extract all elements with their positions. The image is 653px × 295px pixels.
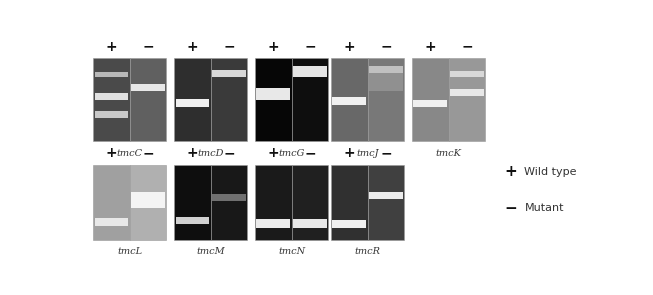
Bar bbox=[176, 217, 209, 224]
Bar bbox=[130, 58, 167, 141]
Bar bbox=[255, 165, 292, 240]
Text: tmcC: tmcC bbox=[117, 149, 143, 158]
Text: Wild type: Wild type bbox=[524, 167, 577, 177]
Bar bbox=[332, 97, 366, 105]
Bar bbox=[292, 165, 328, 240]
Bar bbox=[450, 89, 484, 96]
Text: +: + bbox=[268, 146, 279, 160]
Bar bbox=[257, 88, 290, 100]
Bar bbox=[95, 72, 128, 77]
Text: tmcM: tmcM bbox=[197, 247, 225, 256]
Text: −: − bbox=[223, 146, 235, 160]
Text: −: − bbox=[223, 40, 235, 54]
Text: tmcD: tmcD bbox=[197, 149, 224, 158]
Text: −: − bbox=[380, 146, 392, 160]
Bar bbox=[413, 100, 447, 107]
Bar bbox=[331, 165, 368, 240]
Bar bbox=[176, 99, 209, 107]
Text: +: + bbox=[106, 40, 117, 54]
Bar bbox=[332, 220, 366, 228]
Bar bbox=[331, 58, 368, 141]
Bar bbox=[131, 192, 165, 208]
Bar bbox=[369, 66, 403, 91]
Text: tmcG: tmcG bbox=[278, 149, 305, 158]
Bar bbox=[131, 84, 165, 91]
Text: +: + bbox=[424, 40, 436, 54]
Text: −: − bbox=[504, 201, 517, 216]
Bar bbox=[255, 58, 292, 141]
Bar bbox=[257, 219, 290, 228]
Bar bbox=[95, 93, 128, 100]
Bar bbox=[174, 165, 211, 240]
Bar bbox=[174, 58, 211, 141]
Bar bbox=[212, 70, 246, 77]
Text: −: − bbox=[461, 40, 473, 54]
Text: +: + bbox=[187, 146, 198, 160]
Text: −: − bbox=[304, 146, 316, 160]
Bar bbox=[95, 218, 128, 226]
Text: Mutant: Mutant bbox=[524, 203, 564, 213]
Text: +: + bbox=[106, 146, 117, 160]
Text: +: + bbox=[268, 40, 279, 54]
Bar bbox=[212, 194, 246, 201]
Text: tmcN: tmcN bbox=[278, 247, 305, 256]
Text: −: − bbox=[304, 40, 316, 54]
Bar bbox=[292, 58, 328, 141]
Bar bbox=[412, 58, 449, 141]
Text: −: − bbox=[142, 146, 154, 160]
Bar bbox=[369, 66, 403, 73]
Bar bbox=[211, 165, 247, 240]
Bar bbox=[95, 111, 128, 118]
Bar bbox=[449, 58, 485, 141]
Bar bbox=[211, 58, 247, 141]
Bar bbox=[293, 66, 326, 77]
Text: tmcR: tmcR bbox=[355, 247, 381, 256]
Text: +: + bbox=[343, 40, 355, 54]
Text: tmcK: tmcK bbox=[436, 149, 462, 158]
Text: tmcJ: tmcJ bbox=[357, 149, 379, 158]
Bar bbox=[93, 58, 130, 141]
Text: +: + bbox=[504, 164, 517, 179]
Text: tmcL: tmcL bbox=[117, 247, 142, 256]
Text: +: + bbox=[187, 40, 198, 54]
Bar bbox=[293, 219, 326, 228]
Bar bbox=[93, 165, 130, 240]
Bar bbox=[450, 71, 484, 77]
Text: −: − bbox=[380, 40, 392, 54]
Bar bbox=[130, 165, 167, 240]
Bar bbox=[369, 192, 403, 199]
Bar bbox=[368, 165, 404, 240]
Text: +: + bbox=[343, 146, 355, 160]
Bar bbox=[368, 58, 404, 141]
Text: −: − bbox=[142, 40, 154, 54]
